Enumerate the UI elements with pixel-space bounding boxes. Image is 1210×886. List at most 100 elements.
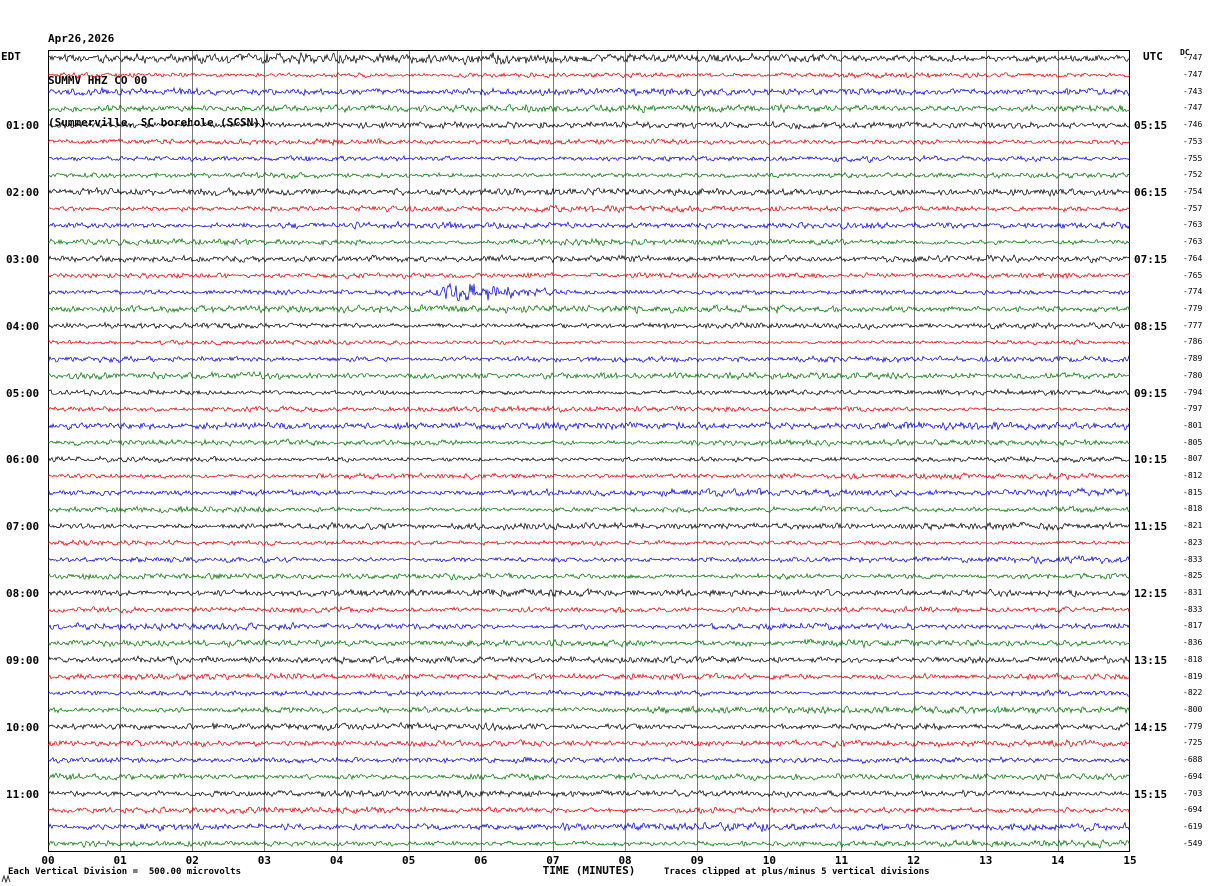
dc-offset-value: -786 <box>1183 337 1203 347</box>
dc-offset-value: -752 <box>1183 170 1203 180</box>
seismogram-trace-row <box>48 220 1130 230</box>
dc-offset-value: -757 <box>1183 203 1203 213</box>
seismogram-trace-row <box>48 339 1130 346</box>
x-axis-tick-label: 00 <box>41 854 55 867</box>
x-axis-tick-label: 07 <box>546 854 560 867</box>
dc-offset-value: -754 <box>1183 187 1203 197</box>
left-time-label: 07:00 <box>6 520 40 534</box>
right-time-label: 09:15 <box>1134 386 1168 400</box>
right-timezone-label: UTC <box>1143 50 1163 63</box>
dc-offset-value: -747 <box>1183 53 1203 63</box>
dc-offset-value: -694 <box>1183 805 1203 815</box>
seismogram-trace-row <box>48 137 1130 147</box>
footer-clip-note: Traces clipped at plus/minus 5 vertical … <box>664 867 930 877</box>
seismogram-trace-row <box>48 86 1130 97</box>
dc-offset-value: -822 <box>1183 688 1203 698</box>
seismogram-trace-row <box>48 789 1130 799</box>
seismogram-plot <box>48 50 1130 852</box>
dc-offset-value: -779 <box>1183 721 1203 731</box>
seismogram-trace-row <box>48 204 1130 214</box>
seismogram-trace-row <box>48 756 1130 765</box>
dc-offset-value: -747 <box>1183 103 1203 113</box>
seismogram-trace-row <box>48 638 1130 649</box>
dc-offset-value: -817 <box>1183 621 1203 631</box>
seismogram-trace-row <box>48 438 1130 447</box>
seismogram-trace-row <box>48 282 1130 302</box>
dc-offset-value: -805 <box>1183 437 1203 447</box>
dc-offset-value: -800 <box>1183 704 1203 714</box>
right-time-label: 11:15 <box>1134 520 1168 534</box>
dc-offset-value: -823 <box>1183 537 1203 547</box>
dc-offset-value: -765 <box>1183 270 1203 280</box>
dc-offset-value: -807 <box>1183 454 1203 464</box>
left-time-label: 11:00 <box>6 787 40 801</box>
seismogram-trace-row <box>48 838 1130 849</box>
seismogram-trace-row <box>48 539 1130 547</box>
seismogram-trace-row <box>48 472 1130 481</box>
right-time-label: 05:15 <box>1134 119 1168 133</box>
seismogram-traces <box>48 50 1130 852</box>
dc-offset-value: -619 <box>1183 821 1203 831</box>
seismogram-trace-row <box>48 587 1130 598</box>
right-time-label: 07:15 <box>1134 252 1168 266</box>
seismogram-trace-row <box>48 721 1130 732</box>
dc-offset-value: -818 <box>1183 654 1203 664</box>
seismogram-trace-row <box>48 154 1130 164</box>
left-time-label: 08:00 <box>6 587 40 601</box>
seismogram-trace-row <box>48 505 1130 514</box>
footer-scale-note: Each Vertical Division = 500.00 microvol… <box>8 867 241 877</box>
seismogram-trace-row <box>48 521 1130 532</box>
seismogram-trace-row <box>48 103 1130 114</box>
left-time-label: 04:00 <box>6 319 40 333</box>
right-time-label: 15:15 <box>1134 787 1168 801</box>
x-axis-tick-label: 06 <box>474 854 488 867</box>
dc-offset-value: -812 <box>1183 471 1203 481</box>
right-time-label: 12:15 <box>1134 587 1168 601</box>
right-time-label: 06:15 <box>1134 186 1168 200</box>
dc-offset-value: -763 <box>1183 220 1203 230</box>
seismogram-trace-row <box>48 705 1130 715</box>
dc-offset-value: -779 <box>1183 303 1203 313</box>
dc-offset-value: -815 <box>1183 487 1203 497</box>
seismogram-trace-row <box>48 404 1130 414</box>
dc-offset-value: -746 <box>1183 120 1203 130</box>
seismogram-trace-row <box>48 671 1130 681</box>
left-timezone-label: EDT <box>1 50 21 63</box>
left-time-label: 10:00 <box>6 720 40 734</box>
dc-offset-value: -801 <box>1183 420 1203 430</box>
dc-offset-value: -833 <box>1183 604 1203 614</box>
dc-offset-value: -549 <box>1183 838 1203 848</box>
seismogram-trace-row <box>48 486 1130 498</box>
left-time-label: 09:00 <box>6 653 40 667</box>
dc-offset-value: -703 <box>1183 788 1203 798</box>
x-axis-tick-label: 01 <box>113 854 127 867</box>
dc-offset-value: -780 <box>1183 370 1203 380</box>
seismogram-trace-row <box>48 772 1130 782</box>
seismogram-trace-row <box>48 254 1130 264</box>
dc-offset-value: -753 <box>1183 136 1203 146</box>
seismogram-trace-row <box>48 738 1130 749</box>
left-time-label: 06:00 <box>6 453 40 467</box>
dc-offset-value: -694 <box>1183 771 1203 781</box>
seismogram-trace-row <box>48 689 1130 698</box>
seismogram-trace-row <box>48 120 1130 130</box>
corner-mark <box>1 874 11 884</box>
dc-offset-value: -836 <box>1183 638 1203 648</box>
dc-offset-value: -755 <box>1183 153 1203 163</box>
dc-offset-value: -763 <box>1183 237 1203 247</box>
x-axis-title: TIME (MINUTES) <box>542 864 636 877</box>
x-axis-tick-label: 11 <box>834 854 849 867</box>
right-time-label: 10:15 <box>1134 453 1168 467</box>
seismogram-trace-row <box>48 605 1130 614</box>
seismogram-trace-row <box>48 271 1130 280</box>
dc-offset-value: -821 <box>1183 521 1203 531</box>
x-axis-tick-label: 12 <box>906 854 921 867</box>
right-time-label: 08:15 <box>1134 319 1168 333</box>
dc-offset-value: -825 <box>1183 571 1203 581</box>
x-axis-tick-label: 09 <box>690 854 704 867</box>
seismogram-trace-row <box>48 806 1130 815</box>
seismogram-trace-row <box>48 51 1130 66</box>
x-axis-tick-label: 15 <box>1123 854 1137 867</box>
x-axis-tick-label: 03 <box>257 854 272 867</box>
